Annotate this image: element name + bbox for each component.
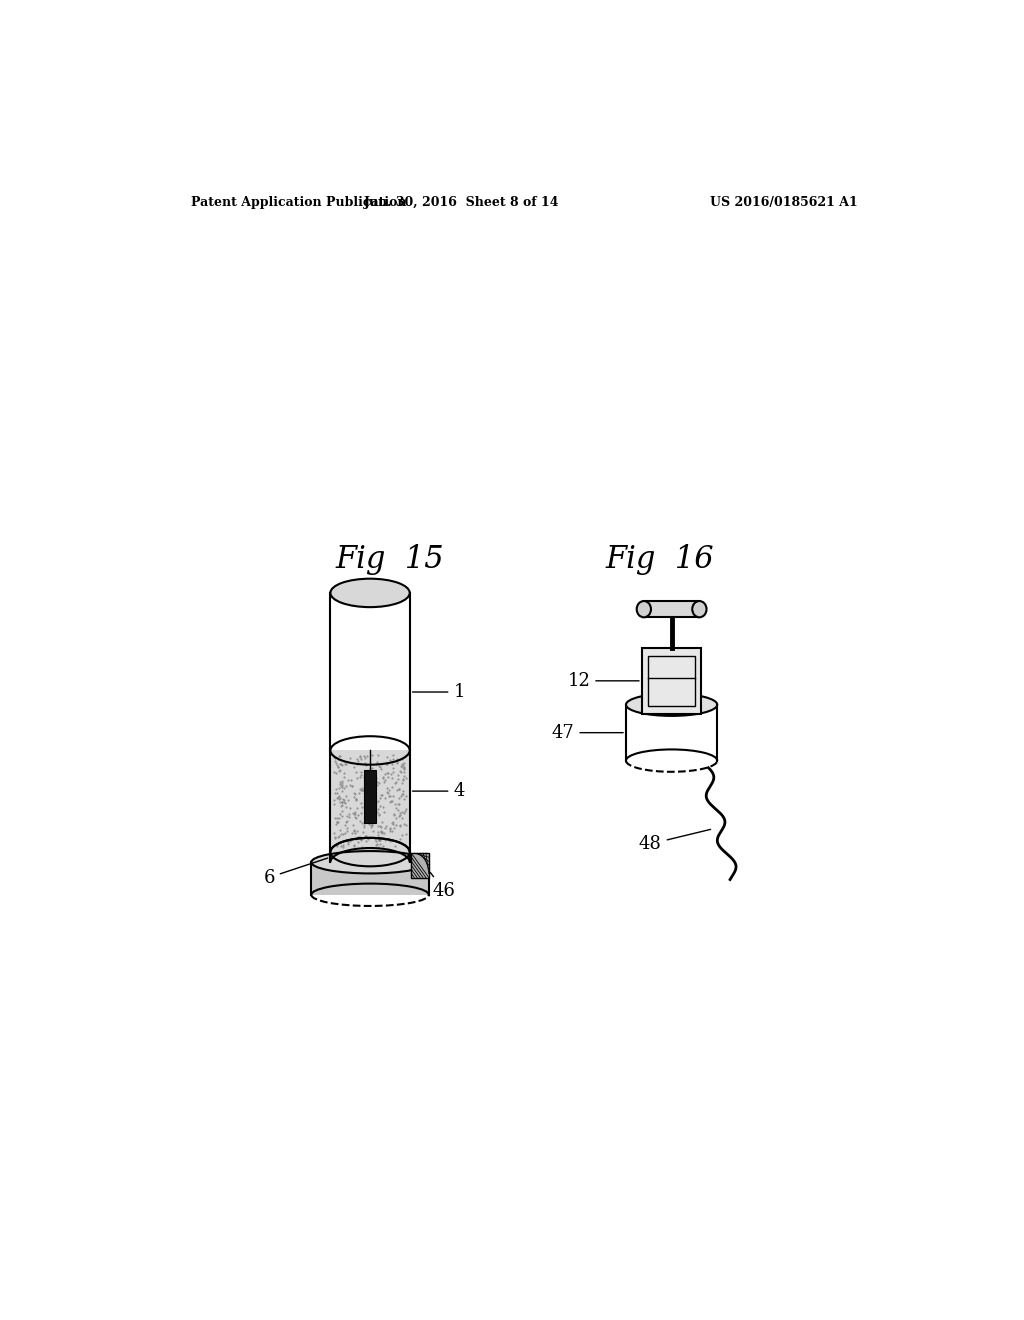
Text: 12: 12 bbox=[567, 672, 639, 690]
Bar bbox=[626, 705, 717, 760]
Text: US 2016/0185621 A1: US 2016/0185621 A1 bbox=[711, 195, 858, 209]
Bar bbox=[642, 648, 701, 714]
Bar bbox=[331, 853, 410, 862]
Bar bbox=[644, 601, 699, 618]
Text: 46: 46 bbox=[430, 873, 456, 900]
Text: 4: 4 bbox=[413, 783, 465, 800]
Text: Patent Application Publication: Patent Application Publication bbox=[191, 195, 407, 209]
Bar bbox=[311, 862, 429, 895]
Text: Fig  15: Fig 15 bbox=[336, 544, 444, 576]
Ellipse shape bbox=[626, 693, 717, 715]
Ellipse shape bbox=[692, 601, 707, 618]
Ellipse shape bbox=[637, 601, 651, 618]
Ellipse shape bbox=[331, 578, 410, 607]
Text: 6: 6 bbox=[263, 858, 328, 887]
Text: 48: 48 bbox=[639, 829, 711, 853]
Text: 47: 47 bbox=[552, 723, 624, 742]
Text: Jun. 30, 2016  Sheet 8 of 14: Jun. 30, 2016 Sheet 8 of 14 bbox=[364, 195, 559, 209]
Bar bbox=[331, 751, 410, 853]
Bar bbox=[412, 853, 429, 878]
Text: Fig  16: Fig 16 bbox=[605, 544, 714, 576]
Bar bbox=[331, 593, 410, 751]
Text: 1: 1 bbox=[413, 682, 465, 701]
Ellipse shape bbox=[311, 851, 429, 874]
Bar bbox=[648, 656, 695, 706]
Bar bbox=[365, 770, 376, 822]
